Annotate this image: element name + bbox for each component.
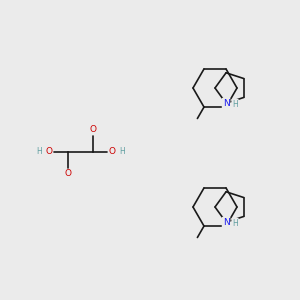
Text: H: H xyxy=(36,146,42,155)
Text: H: H xyxy=(119,146,125,155)
Text: O: O xyxy=(46,148,52,157)
Text: N: N xyxy=(223,99,230,108)
Text: O: O xyxy=(89,125,97,134)
Text: N: N xyxy=(223,218,230,227)
Text: O: O xyxy=(109,148,116,157)
Text: H: H xyxy=(232,219,238,228)
Text: O: O xyxy=(64,169,71,178)
Text: H: H xyxy=(232,100,238,109)
